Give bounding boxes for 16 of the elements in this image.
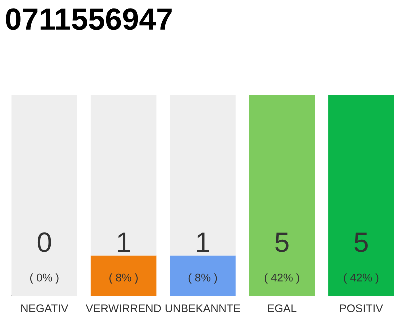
x-tick-label: POSITIV xyxy=(340,304,384,312)
data-label: 1 xyxy=(197,232,210,252)
data-label: 1 xyxy=(118,232,130,252)
chart-title: 0711556947 xyxy=(6,8,172,30)
annotation: ( 8% ) xyxy=(188,274,218,284)
x-tick-label: NEGATIV xyxy=(22,304,69,312)
x-tick-label: UNBEKANNTE xyxy=(166,304,240,312)
x-tick-label: VERWIRREND xyxy=(86,304,162,312)
data-label: 0 xyxy=(38,232,52,252)
data-label: 5 xyxy=(354,232,368,252)
annotation: ( 42% ) xyxy=(344,274,379,284)
annotation: ( 0% ) xyxy=(30,274,59,284)
annotation: ( 8% ) xyxy=(110,274,138,284)
data-label: 5 xyxy=(276,232,289,252)
annotation: ( 42% ) xyxy=(264,274,300,284)
x-tick-label: EGAL xyxy=(268,304,297,312)
